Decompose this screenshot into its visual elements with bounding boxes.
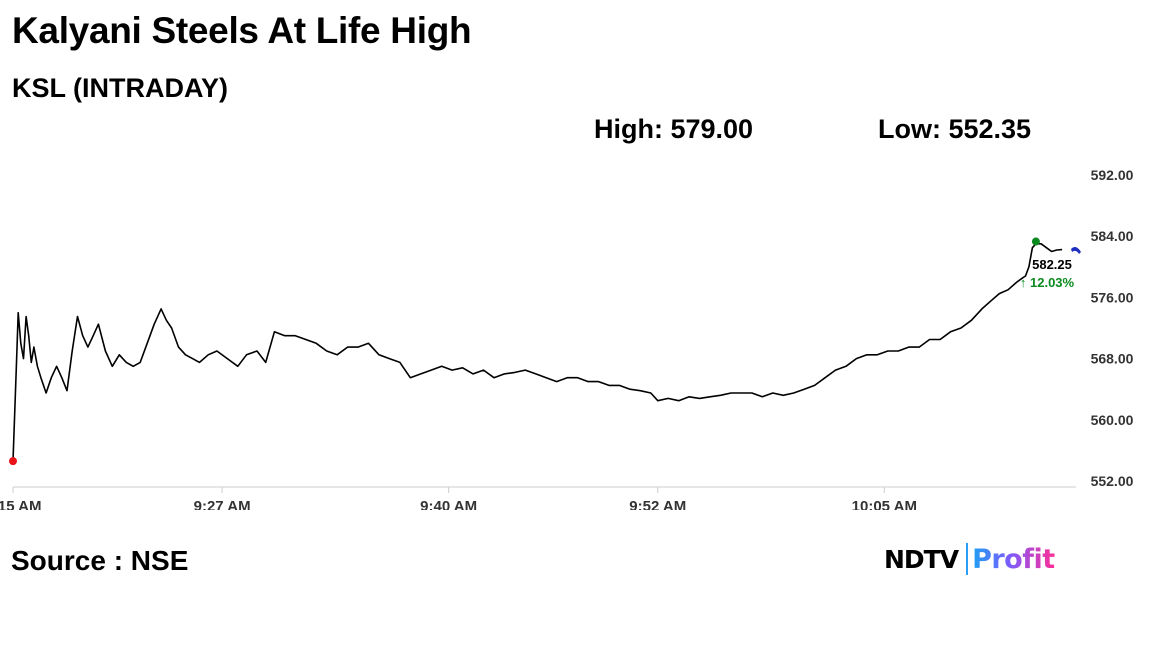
y-tick-label: 592.00: [1091, 167, 1134, 183]
y-tick-label: 560.00: [1091, 412, 1134, 428]
chart-subtitle: KSL (INTRADAY): [12, 73, 229, 103]
logo-divider: [966, 543, 969, 575]
y-tick-label: 568.00: [1091, 351, 1134, 367]
last-value-label: 582.25: [1032, 257, 1072, 272]
intraday-chart: 9:15 AM 9:27 AM 9:40 AM 9:52 AM 10:05 AM 552.…: [0, 167, 1134, 510]
y-tick-label: 576.00: [1091, 289, 1134, 305]
x-tick-label: 9:27 AM: [194, 498, 251, 510]
x-tick-label: 9:52 AM: [629, 498, 686, 510]
ndtv-profit-logo: NDTV Profit: [884, 540, 1055, 578]
x-tick-label: 9:40 AM: [420, 498, 477, 510]
x-tick-label: 9:15 AM: [0, 498, 41, 510]
price-line: [12, 243, 1063, 462]
x-tick-label: 10:05 AM: [852, 498, 917, 510]
low-value: Low: 552.35: [878, 114, 1032, 144]
y-tick-label: 552.00: [1091, 473, 1134, 489]
last-value-marker: [1071, 247, 1081, 254]
change-label: ↑ 12.03%: [1020, 275, 1075, 290]
logo-profit-text: Profit: [972, 543, 1055, 575]
y-tick-label: 584.00: [1091, 228, 1134, 244]
high-value: High: 579.00: [594, 114, 754, 144]
low-marker: [9, 457, 17, 466]
logo-ndtv-text: NDTV: [884, 544, 959, 574]
high-marker: [1031, 237, 1040, 246]
page-title: Kalyani Steels At Life High: [12, 10, 472, 51]
source-label: Source : NSE: [11, 545, 189, 576]
